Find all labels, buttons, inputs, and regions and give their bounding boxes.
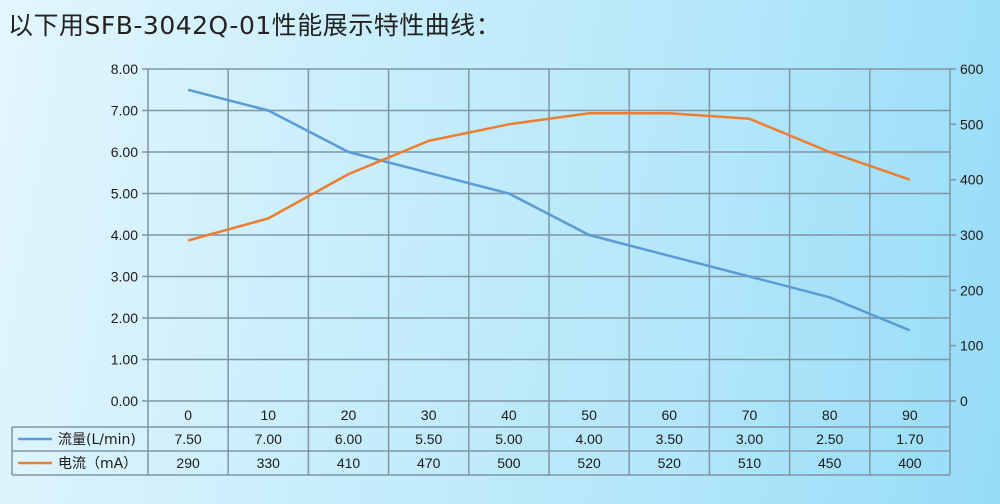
legend-label: 电流（mA） bbox=[58, 456, 137, 472]
y-right-tick-label: 100 bbox=[960, 338, 984, 354]
y-right-tick-label: 300 bbox=[960, 227, 984, 243]
x-category-label: 30 bbox=[421, 407, 437, 423]
x-category-label: 90 bbox=[902, 407, 918, 423]
table-cell: 5.00 bbox=[495, 431, 522, 447]
chart-title: 以下用SFB-3042Q-01性能展示特性曲线： bbox=[8, 11, 502, 40]
x-category-label: 80 bbox=[822, 407, 838, 423]
table-cell: 330 bbox=[257, 455, 281, 471]
table-cell: 450 bbox=[818, 455, 842, 471]
series-line-current bbox=[187, 112, 911, 242]
y-left-tick-label: 1.00 bbox=[111, 352, 138, 368]
x-category-label: 10 bbox=[261, 407, 277, 423]
x-category-label: 60 bbox=[662, 407, 678, 423]
table-cell: 470 bbox=[417, 455, 441, 471]
y-left-tick-label: 5.00 bbox=[111, 186, 138, 202]
table-cell: 4.00 bbox=[575, 431, 602, 447]
table-cell: 7.50 bbox=[174, 431, 201, 447]
table-cell: 290 bbox=[176, 455, 200, 471]
table-cell: 520 bbox=[658, 455, 682, 471]
y-right-tick-label: 400 bbox=[960, 172, 984, 188]
table-cell: 2.50 bbox=[816, 431, 843, 447]
x-category-label: 20 bbox=[341, 407, 357, 423]
table-cell: 7.00 bbox=[255, 431, 282, 447]
x-category-label: 50 bbox=[581, 407, 597, 423]
y-left-tick-label: 7.00 bbox=[111, 103, 138, 119]
table-cell: 3.00 bbox=[736, 431, 763, 447]
table-cell: 6.00 bbox=[335, 431, 362, 447]
y-right-tick-label: 600 bbox=[960, 61, 984, 77]
table-cell: 500 bbox=[497, 455, 521, 471]
y-left-tick-label: 6.00 bbox=[111, 144, 138, 160]
y-right-tick-label: 0 bbox=[960, 393, 968, 409]
y-left-tick-label: 2.00 bbox=[111, 310, 138, 326]
table-cell: 510 bbox=[738, 455, 762, 471]
y-right-tick-label: 200 bbox=[960, 282, 984, 298]
table-cell: 400 bbox=[898, 455, 922, 471]
table-cell: 3.50 bbox=[656, 431, 683, 447]
table-cell: 410 bbox=[337, 455, 361, 471]
y-right-tick-label: 500 bbox=[960, 116, 984, 132]
y-left-tick-label: 0.00 bbox=[111, 393, 138, 409]
x-category-label: 0 bbox=[184, 407, 192, 423]
table-cell: 1.70 bbox=[896, 431, 923, 447]
table-cell: 520 bbox=[577, 455, 601, 471]
y-left-tick-label: 8.00 bbox=[111, 61, 138, 77]
y-left-tick-label: 4.00 bbox=[111, 227, 138, 243]
table-cell: 5.50 bbox=[415, 431, 442, 447]
series-line-flow bbox=[187, 88, 911, 332]
legend-label: 流量(L/min) bbox=[58, 432, 136, 448]
x-category-label: 40 bbox=[501, 407, 517, 423]
y-left-tick-label: 3.00 bbox=[111, 269, 138, 285]
x-category-label: 70 bbox=[742, 407, 758, 423]
